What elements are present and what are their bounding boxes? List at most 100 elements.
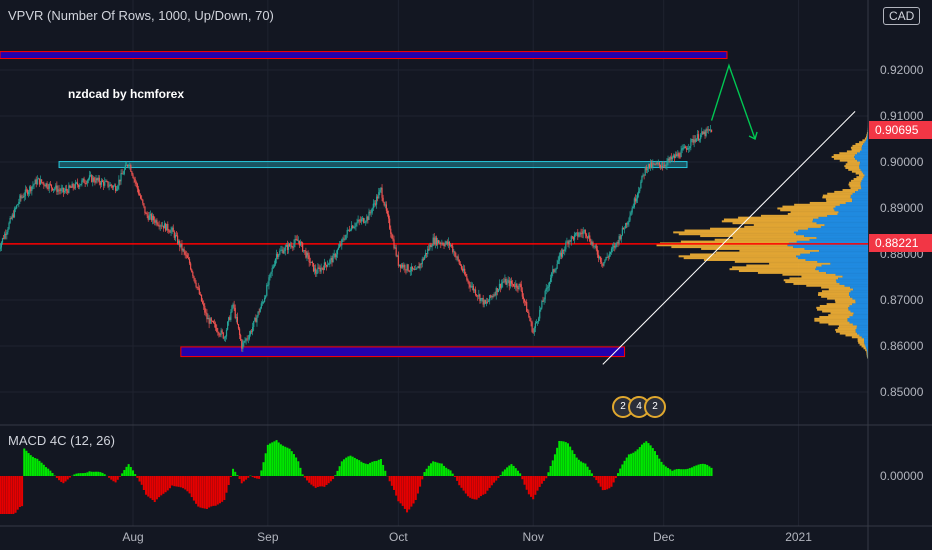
- macd-bar: [49, 470, 52, 476]
- macd-bar: [273, 441, 276, 476]
- volume-bar-down: [867, 356, 868, 359]
- candle-body: [344, 239, 346, 240]
- candle-body: [541, 300, 543, 308]
- macd-bar: [51, 473, 54, 476]
- candle-body: [479, 294, 481, 301]
- volume-bar-down: [851, 148, 862, 151]
- macd-bar: [21, 476, 24, 507]
- candle-body: [597, 254, 600, 259]
- candle-body: [490, 295, 492, 298]
- candle-body: [291, 245, 293, 247]
- candle-body: [527, 311, 529, 313]
- candle-body: [136, 183, 138, 189]
- candle-body: [284, 246, 286, 251]
- volume-bar-down: [714, 238, 810, 241]
- volume-bar-up: [867, 135, 868, 138]
- candle-body: [390, 228, 392, 234]
- volume-bar-down: [700, 235, 805, 238]
- candle-body: [517, 287, 519, 289]
- candle-body: [385, 204, 387, 211]
- volume-bar-down: [866, 133, 868, 136]
- candle-body: [488, 300, 490, 302]
- candle-body: [69, 185, 71, 188]
- macd-bar: [682, 469, 685, 476]
- candle-body: [198, 288, 200, 295]
- volume-bar-up: [861, 146, 868, 149]
- macd-bar: [164, 476, 167, 493]
- macd-bar: [532, 476, 535, 500]
- macd-bar: [136, 476, 139, 478]
- candle-body: [247, 338, 249, 340]
- macd-bar: [325, 476, 328, 485]
- volume-bar-up: [865, 345, 868, 348]
- candle-body: [333, 253, 335, 256]
- volume-bar-up: [848, 308, 868, 311]
- candle-body: [434, 237, 436, 245]
- macd-bar: [260, 470, 263, 476]
- candle-body: [238, 328, 241, 336]
- candle-body: [444, 243, 446, 246]
- candle-body: [228, 317, 230, 322]
- volume-bar-down: [830, 312, 854, 315]
- volume-bar-down: [814, 317, 848, 320]
- candle-body: [447, 241, 449, 245]
- macd-bar: [662, 464, 665, 476]
- candle-body: [689, 146, 691, 149]
- candle-body: [103, 181, 105, 186]
- macd-bar: [97, 471, 100, 476]
- candle-body: [263, 297, 266, 302]
- volume-bar-up: [852, 198, 868, 201]
- macd-bar: [258, 476, 261, 479]
- candle-body: [510, 280, 513, 284]
- indicator-title[interactable]: VPVR (Number Of Rows, 1000, Up/Down, 70): [8, 8, 274, 23]
- currency-badge[interactable]: CAD: [883, 7, 921, 25]
- candle-body: [94, 181, 96, 183]
- candle-body: [261, 302, 264, 304]
- candle-body: [621, 227, 623, 236]
- macd-title[interactable]: MACD 4C (12, 26): [8, 433, 115, 448]
- macd-bar: [116, 476, 119, 480]
- macd-bar: [197, 476, 200, 507]
- candle-body: [34, 179, 36, 185]
- candle-body: [259, 308, 261, 313]
- volume-bar-up: [860, 185, 868, 188]
- macd-bar: [612, 476, 615, 483]
- macd-bar: [527, 476, 530, 495]
- volume-bar-up: [847, 319, 868, 322]
- macd-bar: [158, 476, 161, 498]
- candle-body: [515, 283, 517, 288]
- volume-bar-up: [864, 174, 868, 177]
- candle-body: [91, 175, 93, 182]
- macd-bar: [462, 476, 465, 491]
- candle-body: [172, 227, 174, 232]
- price-tick-label: 0.91000: [880, 109, 924, 123]
- macd-bar: [25, 450, 28, 476]
- volume-bar-up: [793, 246, 868, 249]
- volume-bar-up: [849, 321, 868, 324]
- volume-bar-down: [673, 231, 794, 234]
- macd-bar: [40, 462, 43, 476]
- volume-bar-up: [853, 312, 868, 315]
- macd-bar: [238, 476, 241, 480]
- candle-body: [229, 317, 231, 320]
- candle-body: [638, 191, 640, 194]
- candle-body: [355, 223, 357, 227]
- candle-body: [627, 222, 629, 225]
- macd-bar: [495, 476, 498, 481]
- volume-bar-up: [863, 172, 868, 175]
- candle-body: [330, 258, 332, 260]
- candle-body: [194, 278, 196, 283]
- candle-body: [697, 134, 700, 141]
- volume-bar-up: [797, 257, 868, 260]
- candle-body: [616, 242, 618, 244]
- macd-bar: [371, 461, 374, 476]
- macd-bar: [534, 476, 537, 495]
- candle-body: [297, 240, 299, 242]
- candle-body: [227, 321, 229, 330]
- volume-bar-up: [855, 190, 868, 193]
- event-icon-3[interactable]: 2: [644, 396, 666, 418]
- candle-body: [236, 316, 238, 324]
- candle-body: [372, 203, 374, 209]
- candle-body: [667, 158, 669, 162]
